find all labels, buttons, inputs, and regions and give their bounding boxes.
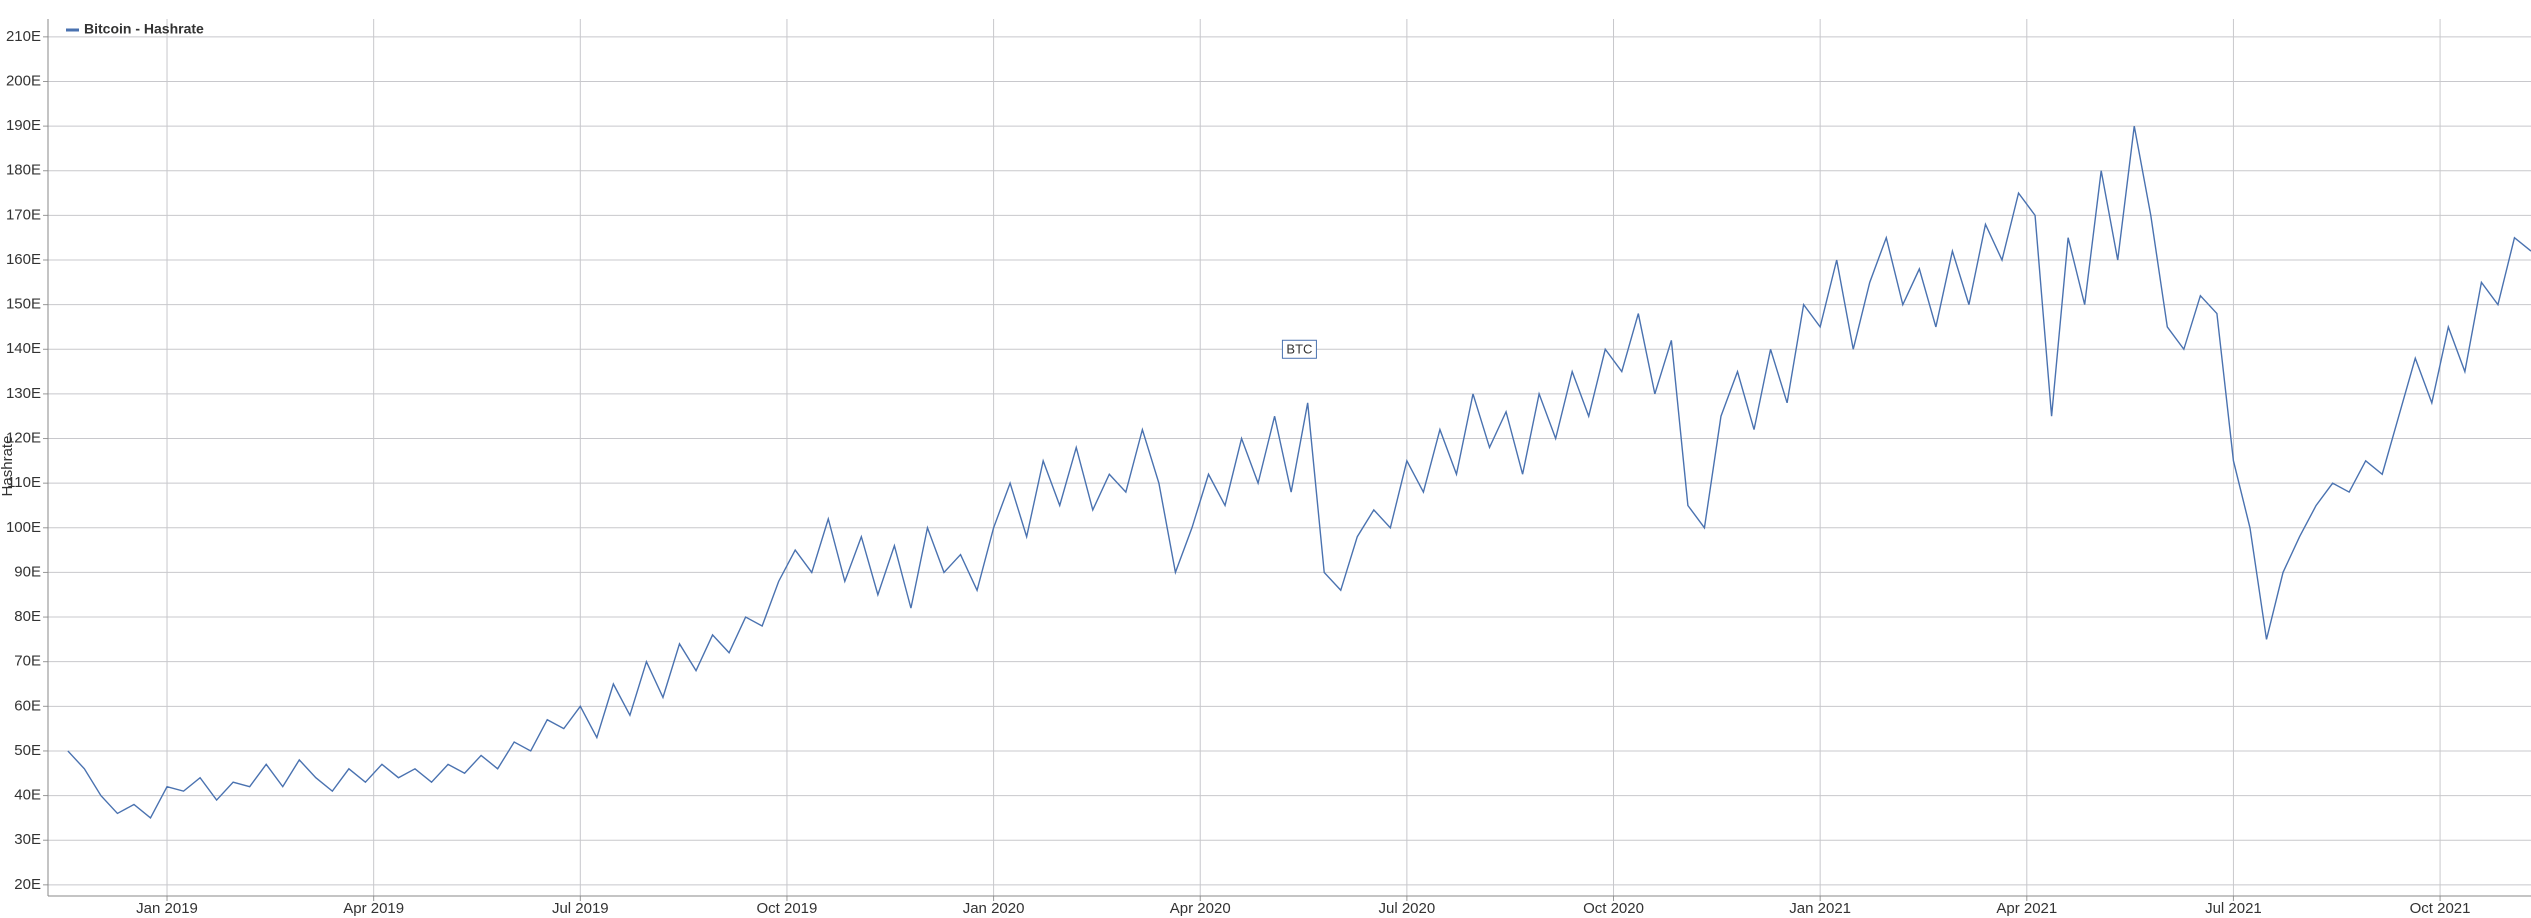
y-tick-label: 70E [14, 653, 41, 670]
x-tick-label: Jan 2020 [963, 900, 1025, 917]
x-tick-label: Jul 2019 [552, 900, 609, 917]
y-axis-title: Hashrate [0, 436, 16, 497]
y-tick-label: 150E [6, 296, 41, 313]
y-tick-label: 30E [14, 831, 41, 848]
y-tick-label: 20E [14, 876, 41, 893]
x-tick-label: Jul 2020 [1379, 900, 1436, 917]
y-tick-label: 80E [14, 608, 41, 625]
y-tick-label: 40E [14, 787, 41, 804]
x-tick-label: Oct 2019 [757, 900, 818, 917]
y-tick-label: 190E [6, 117, 41, 134]
annotation-label: BTC [1286, 342, 1312, 357]
y-tick-label: 200E [6, 72, 41, 89]
y-tick-label: 60E [14, 697, 41, 714]
y-tick-label: 140E [6, 340, 41, 357]
x-tick-label: Jan 2019 [136, 900, 198, 917]
y-tick-label: 170E [6, 206, 41, 223]
y-tick-label: 90E [14, 563, 41, 580]
annotation-box [1281, 339, 1317, 359]
x-tick-label: Oct 2021 [2410, 900, 2471, 917]
y-tick-label: 120E [6, 430, 41, 447]
y-tick-label: 160E [6, 251, 41, 268]
y-tick-label: 50E [14, 742, 41, 759]
y-tick-label: 180E [6, 162, 41, 179]
series-line [67, 125, 2531, 819]
y-tick-label: 110E [7, 474, 41, 491]
y-tick-label: 210E [6, 28, 41, 45]
x-tick-label: Apr 2019 [343, 900, 404, 917]
x-tick-label: Jul 2021 [2205, 900, 2262, 917]
x-tick-label: Apr 2021 [1996, 900, 2057, 917]
x-tick-label: Jan 2021 [1789, 900, 1851, 917]
x-tick-label: Oct 2020 [1583, 900, 1644, 917]
y-tick-label: 100E [6, 519, 41, 536]
y-tick-label: 130E [6, 385, 41, 402]
legend-label: Bitcoin - Hashrate [84, 21, 204, 37]
x-tick-label: Apr 2020 [1170, 900, 1231, 917]
